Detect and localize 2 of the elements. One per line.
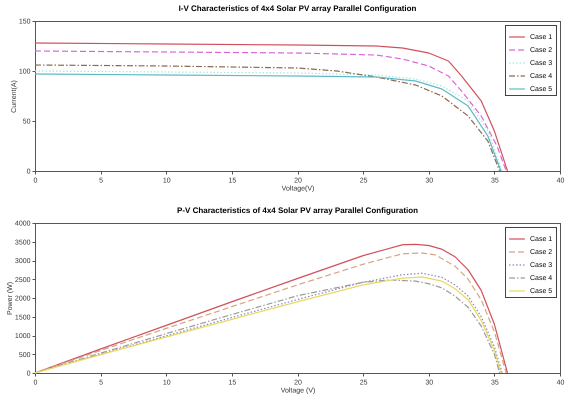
chart-title: P-V Characteristics of 4x4 Solar PV array Parallel Configuration [177,206,418,215]
chart-title: I-V Characteristics of 4x4 Solar PV array Parallel Configuration [178,4,417,13]
